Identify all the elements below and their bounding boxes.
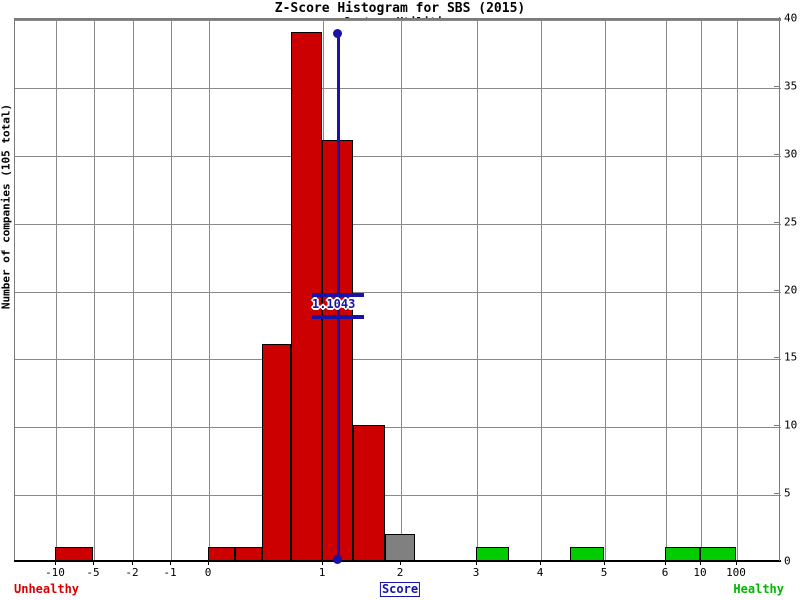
y-axis-tick-label: 0 <box>784 554 791 568</box>
x-axis-tick <box>476 560 477 565</box>
y-axis-tick-label: 30 <box>784 147 798 161</box>
x-axis-tick-label: 3 <box>472 566 480 579</box>
histogram-bar <box>235 547 262 561</box>
x-axis-label-score: Score <box>379 582 421 597</box>
marker-bracket-top <box>312 293 364 297</box>
gridline-horizontal <box>15 359 781 361</box>
x-axis-tick <box>170 560 171 565</box>
gridline-vertical <box>666 20 667 562</box>
x-axis-tick-label: 2 <box>396 566 404 579</box>
legend-healthy: Healthy <box>733 582 784 596</box>
gridline-horizontal <box>15 427 781 429</box>
gridline-horizontal <box>15 20 781 21</box>
gridline-vertical <box>605 20 606 562</box>
x-axis-tick-label: 1 <box>318 566 326 579</box>
y-axis-tick-label: 10 <box>784 418 798 432</box>
y-axis-tick <box>774 493 780 495</box>
right-axis-line <box>779 17 780 561</box>
marker-top-dot[interactable] <box>333 29 342 38</box>
gridline-vertical <box>209 20 210 562</box>
marker-bottom-dot[interactable] <box>333 555 342 564</box>
gridline-vertical <box>701 20 702 562</box>
x-axis-tick-label: 5 <box>600 566 608 579</box>
x-axis-tick <box>55 560 56 565</box>
chart-title: Z-Score Histogram for SBS (2015) <box>274 1 526 16</box>
x-axis-tick <box>604 560 605 565</box>
y-axis-tick <box>774 85 780 87</box>
histogram-bar <box>208 547 235 561</box>
gridline-vertical <box>171 20 172 562</box>
y-axis-tick-label: 20 <box>784 283 798 296</box>
y-axis-tick <box>774 357 780 359</box>
x-axis-tick <box>540 560 541 565</box>
gridline-horizontal <box>15 87 781 89</box>
gridline-horizontal <box>15 495 781 497</box>
histogram-bar <box>476 547 509 561</box>
gridline-vertical <box>737 20 738 562</box>
histogram-bar <box>570 547 604 561</box>
plot-area <box>14 18 781 562</box>
x-axis-tick <box>400 560 401 565</box>
y-axis-tick-label: 25 <box>784 215 798 229</box>
x-axis-tick-label: -1 <box>163 566 177 579</box>
histogram-bar <box>385 533 415 561</box>
histogram-bar <box>665 547 700 561</box>
y-axis-tick <box>774 221 780 223</box>
y-axis-title: Number of companies (105 total) <box>0 103 13 310</box>
y-axis-tick-label: 40 <box>784 11 798 25</box>
x-axis-tick <box>208 560 209 565</box>
x-axis-tick <box>736 560 737 565</box>
y-axis-tick-label: 5 <box>784 486 791 500</box>
x-axis-tick-label: 4 <box>536 566 544 579</box>
legend-unhealthy: Unhealthy <box>14 582 80 596</box>
x-axis-tick <box>322 560 323 565</box>
x-axis-tick-label: 0 <box>204 566 212 579</box>
x-axis-tick-label: -5 <box>86 566 100 579</box>
x-axis-tick-label: -2 <box>125 566 139 579</box>
x-axis-tick-label: 100 <box>726 566 746 579</box>
histogram-bar <box>262 343 291 561</box>
y-axis-tick <box>774 289 780 291</box>
x-axis-tick-label: 6 <box>661 566 669 579</box>
y-axis-tick-label: 35 <box>784 79 798 93</box>
histogram-bar <box>700 547 736 561</box>
marker-value-label: 1.1043 <box>312 297 356 311</box>
gridline-horizontal <box>15 223 781 225</box>
gridline-vertical <box>94 20 95 562</box>
x-axis-tick-label: 10 <box>693 566 707 579</box>
gridline-vertical <box>541 20 542 562</box>
x-axis-tick <box>665 560 666 565</box>
x-axis-line <box>14 560 781 562</box>
y-axis-tick <box>774 153 780 155</box>
y-axis-tick-label: 15 <box>784 350 798 364</box>
y-axis-tick <box>774 18 780 19</box>
gridline-vertical <box>133 20 134 562</box>
x-axis-tick <box>93 560 94 565</box>
y-axis-tick <box>774 425 780 427</box>
histogram-bar <box>55 547 93 561</box>
gridline-vertical <box>401 20 402 562</box>
marker-bracket-bottom <box>312 315 364 319</box>
gridline-vertical <box>477 20 478 562</box>
gridline-vertical <box>56 20 57 562</box>
histogram-bar <box>353 425 385 561</box>
gridline-horizontal <box>15 291 781 293</box>
x-axis-tick-label: -10 <box>45 566 65 579</box>
gridline-horizontal <box>15 155 781 157</box>
x-axis-tick <box>700 560 701 565</box>
x-axis-tick <box>132 560 133 565</box>
